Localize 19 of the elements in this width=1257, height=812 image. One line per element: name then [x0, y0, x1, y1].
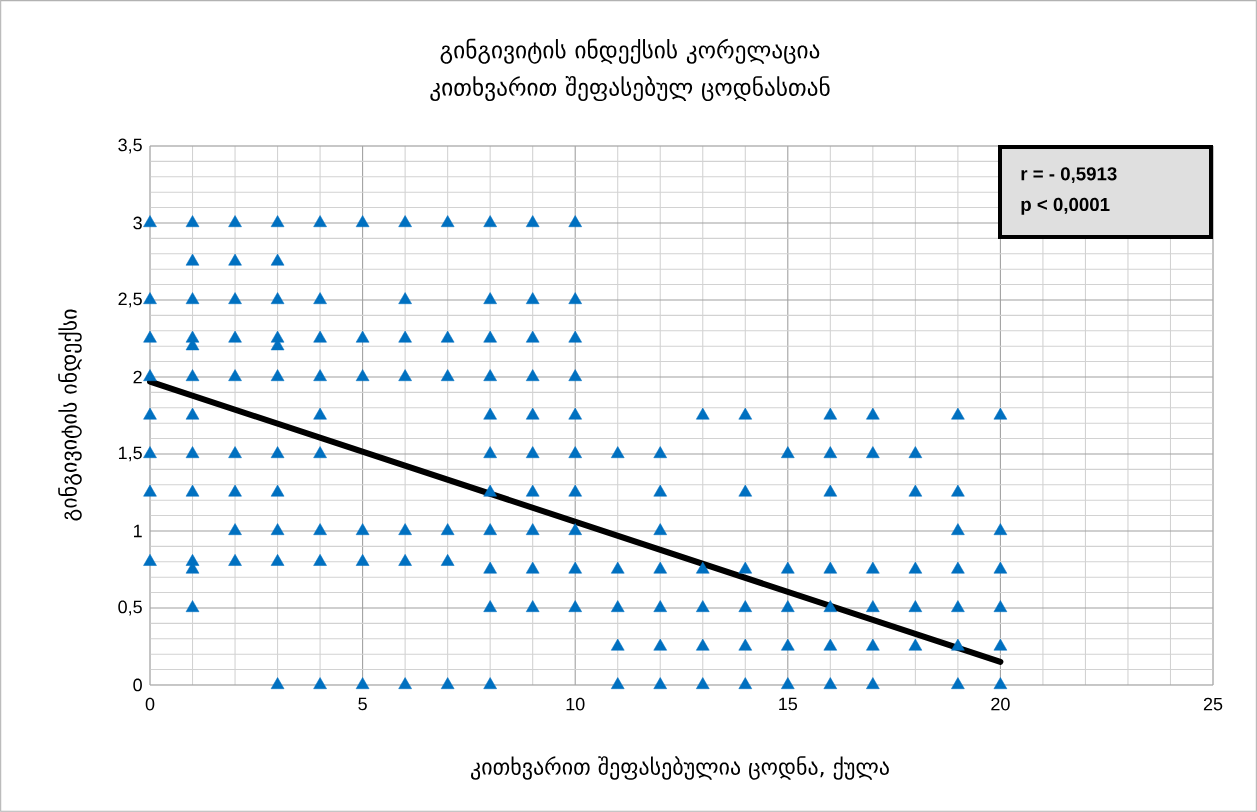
x-tick-label: 15 — [779, 697, 798, 711]
y-tick-label: 2 — [133, 370, 142, 384]
y-tick-label: 3 — [133, 216, 142, 230]
y-tick-label: 1,5 — [118, 446, 142, 462]
x-axis-title: კითხვარით შეფასებულია ცოდნა, ქულა — [470, 756, 889, 780]
x-tick-label: 0 — [145, 697, 155, 711]
y-tick-label: 0,5 — [118, 600, 142, 616]
x-tick-label: 5 — [358, 697, 367, 711]
x-tick-label: 10 — [566, 697, 585, 711]
y-tick-label: 3,5 — [118, 138, 142, 154]
x-tick-label: 25 — [1203, 697, 1223, 711]
annotation: r = - 0,5913 — [1021, 167, 1117, 184]
y-tick-label: 0 — [133, 678, 142, 692]
y-tick-label: 2,5 — [118, 292, 142, 308]
y-tick-label: 1 — [134, 524, 142, 538]
chart-title: გინგივიტის ინდექსის კორელაცია კითხვარით შეფასებულ ცოდნასთან — [430, 38, 830, 102]
annotation: p < 0,0001 — [1021, 197, 1110, 215]
y-axis-title: გინგივიტის ინდექსი — [58, 309, 82, 521]
x-tick-label: 20 — [991, 697, 1010, 711]
